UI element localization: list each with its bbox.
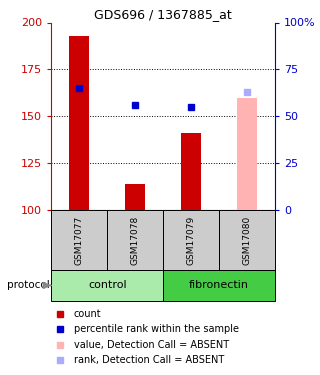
Bar bbox=[237, 98, 257, 210]
Text: GSM17078: GSM17078 bbox=[131, 216, 140, 265]
Text: value, Detection Call = ABSENT: value, Detection Call = ABSENT bbox=[74, 340, 229, 350]
Bar bbox=[181, 133, 201, 210]
Text: GSM17077: GSM17077 bbox=[75, 216, 84, 265]
Bar bbox=[125, 184, 145, 210]
Bar bbox=[163, 210, 219, 270]
Bar bbox=[107, 210, 163, 270]
Bar bbox=[219, 210, 275, 270]
Bar bbox=[51, 210, 107, 270]
Text: GSM17080: GSM17080 bbox=[243, 216, 252, 265]
Text: rank, Detection Call = ABSENT: rank, Detection Call = ABSENT bbox=[74, 355, 224, 365]
Bar bbox=[163, 270, 275, 300]
Text: count: count bbox=[74, 309, 101, 319]
Text: fibronectin: fibronectin bbox=[189, 280, 249, 290]
Text: GSM17079: GSM17079 bbox=[187, 216, 196, 265]
Text: protocol: protocol bbox=[7, 280, 50, 290]
Bar bbox=[69, 36, 89, 210]
Text: control: control bbox=[88, 280, 126, 290]
Title: GDS696 / 1367885_at: GDS696 / 1367885_at bbox=[94, 8, 232, 21]
Bar bbox=[51, 270, 163, 300]
Text: percentile rank within the sample: percentile rank within the sample bbox=[74, 324, 239, 334]
